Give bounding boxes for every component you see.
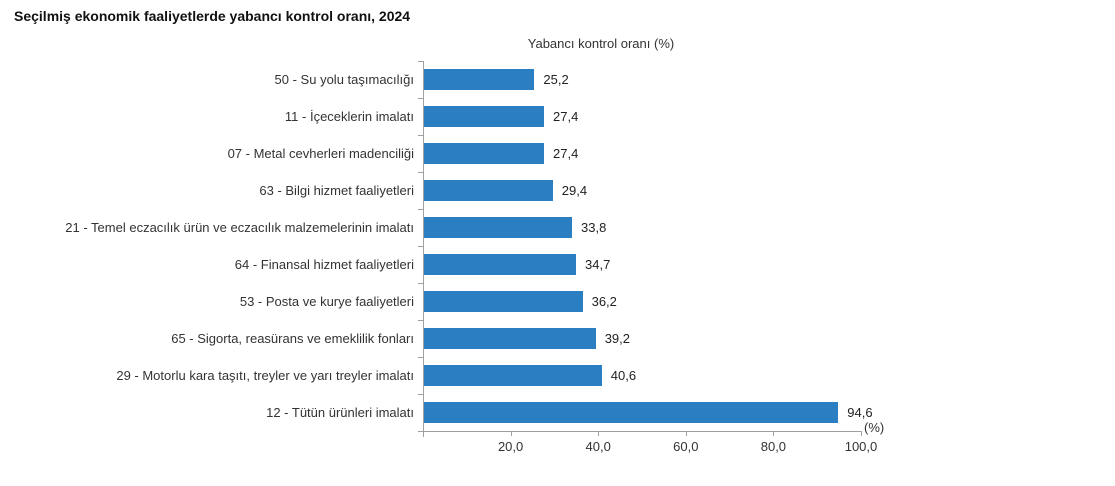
y-axis-line (423, 61, 424, 437)
y-axis-tick (418, 283, 423, 284)
category-label: 53 - Posta ve kurye faaliyetleri (239, 294, 414, 309)
x-axis-line (423, 431, 861, 432)
value-label: 40,6 (610, 368, 637, 383)
x-axis-tick-label: 80,0 (760, 439, 787, 454)
x-axis-tick (685, 431, 687, 436)
x-axis-tick-label: 60,0 (673, 439, 699, 454)
bar (424, 402, 839, 423)
x-axis-tick (861, 431, 862, 436)
y-axis-tick (418, 357, 423, 358)
y-axis-tick (418, 61, 423, 62)
x-axis-tick (773, 431, 775, 436)
bar (424, 143, 544, 164)
category-label: 63 - Bilgi hizmet faaliyetleri (259, 183, 414, 198)
category-label: 64 - Finansal hizmet faaliyetleri (234, 257, 414, 272)
category-label: 50 - Su yolu taşımacılığı (274, 72, 414, 87)
value-label: 29,4 (561, 183, 588, 198)
value-label: 36,2 (591, 294, 617, 309)
x-axis-unit-label: (%) (864, 420, 885, 435)
bar (424, 69, 535, 90)
y-axis-tick (418, 172, 423, 173)
y-axis-tick (418, 394, 423, 395)
bar (424, 365, 602, 386)
category-label: 65 - Sigorta, reasürans ve emeklilik fon… (171, 331, 414, 346)
y-axis-tick (418, 431, 423, 432)
chart-title: Seçilmiş ekonomik faaliyetlerde yabancı … (14, 8, 411, 24)
value-label: 25,2 (543, 72, 569, 87)
bar (424, 328, 596, 349)
category-label: 29 - Motorlu kara taşıtı, treyler ve yar… (116, 368, 414, 383)
y-axis-tick (418, 320, 423, 321)
value-label: 34,7 (585, 257, 611, 272)
category-label: 11 - İçeceklerin imalatı (284, 109, 414, 124)
value-label: 94,6 (847, 405, 873, 420)
y-axis-tick (418, 246, 423, 247)
value-label: 27,4 (553, 146, 579, 161)
value-label: 33,8 (581, 220, 607, 235)
y-axis-tick (418, 135, 423, 136)
category-label: 07 - Metal cevherleri madenciliği (227, 146, 414, 161)
bar (424, 106, 544, 127)
bar (424, 254, 576, 275)
bar (424, 217, 572, 238)
value-label: 27,4 (553, 109, 579, 124)
y-axis-tick (418, 209, 423, 210)
x-axis-tick-label: 40,0 (585, 439, 611, 454)
bar (424, 291, 583, 312)
x-axis-tick-label: 20,0 (497, 439, 524, 454)
x-axis-tick-label: 100,0 (844, 439, 878, 454)
value-label: 39,2 (604, 331, 630, 346)
value-axis-header: Yabancı kontrol oranı (%) (527, 36, 675, 51)
x-axis-tick (598, 431, 600, 436)
y-axis-tick (418, 98, 423, 99)
bar (424, 180, 553, 201)
x-axis-tick (510, 431, 512, 436)
category-label: 12 - Tütün ürünleri imalatı (266, 405, 414, 420)
category-label: 21 - Temel eczacılık ürün ve eczacılık m… (65, 220, 414, 235)
